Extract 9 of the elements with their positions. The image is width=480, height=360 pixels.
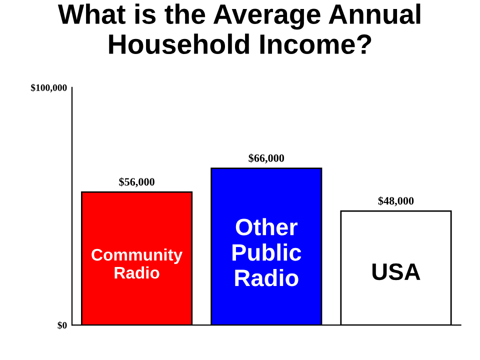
x-tick-label: Other Public Radio [232, 218, 302, 286]
x-tick-label: USA [372, 263, 420, 280]
data-label: $48,000 [378, 196, 414, 206]
data-label: $66,000 [248, 154, 284, 164]
y-tick-label: $0 [58, 321, 67, 330]
x-tick-label: Community Radio [92, 248, 183, 279]
data-label: $56,000 [119, 177, 154, 188]
y-tick-label: $100,000 [31, 84, 67, 92]
chart-title: What is the Average Annual Household Income? [58, 4, 420, 54]
